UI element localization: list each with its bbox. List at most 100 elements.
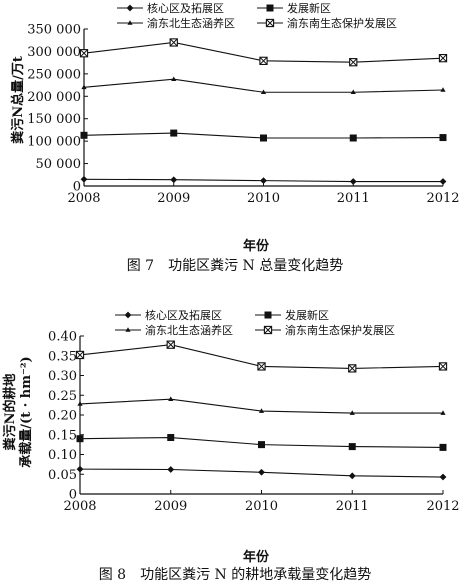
chart1-x-tick-label: 2009 [157, 191, 190, 206]
chart2-data-point [258, 468, 265, 476]
chart1-y-tick-label: 50 000 [36, 157, 82, 172]
chart2-data-point [258, 441, 265, 449]
chart1-data-point [260, 89, 267, 95]
chart2-x-tick-label: 2010 [245, 499, 278, 514]
chart1-legend-label: 渝东北生态涵养区 [147, 16, 235, 30]
chart1-data-point [439, 178, 447, 185]
chart2-legend-item: 渝东北生态涵养区 [115, 323, 233, 337]
chart2-data-point [439, 443, 447, 451]
chart2-data-point [168, 396, 174, 401]
chart1-data-point [259, 56, 268, 65]
chart2-x-tick-label: 2011 [336, 499, 369, 514]
chart1-data-point [80, 131, 88, 139]
chart1-data-point [349, 178, 357, 185]
chart2-x-tick-label: 2009 [154, 499, 187, 514]
chart1-x-tick-label: 2010 [247, 191, 280, 206]
chart1-legend-item: 发展新区 [257, 1, 331, 15]
chart1-series [80, 129, 447, 142]
chart2-data-point [76, 465, 84, 473]
chart1-y-tick-label: 0 [73, 180, 81, 195]
chart1-y-tick-label: 300 000 [27, 45, 81, 60]
chart2-legend-marker [124, 311, 132, 319]
chart2-legend-marker [264, 311, 272, 319]
chart2-x-tick-label: 2008 [63, 499, 96, 514]
chart2-y-tick-label: 0 [69, 488, 77, 503]
chart1-legend-label: 发展新区 [287, 1, 331, 15]
chart1-data-point [79, 49, 89, 58]
chart1-data-point [260, 134, 267, 142]
chart1-legend-marker [127, 20, 133, 25]
chart2-data-point [348, 443, 356, 451]
chart2-legend-item: 核心区及拓展区 [115, 308, 222, 322]
chart1-legend-marker [266, 4, 274, 12]
chart2-caption: 图 8 功能区粪污 N 的耕地承载量变化趋势 [99, 566, 372, 583]
chart1-y-tick-label: 150 000 [27, 112, 81, 127]
chart1-x-tick-label: 2011 [337, 191, 370, 206]
chart2-y-tick-label: 0.15 [48, 428, 77, 443]
chart2-data-point [167, 466, 175, 473]
chart1-legend-item: 渝东南生态保护发展区 [257, 16, 397, 30]
chart2-data-point [348, 364, 357, 373]
chart2-data-point [75, 350, 85, 360]
chart1-data-point [349, 58, 358, 67]
chart2: 年份 粪污N的耕地 承载量/(t · hm⁻²) 图 8 功能区粪污 N 的耕地… [2, 308, 460, 583]
chart1-data-point [80, 175, 88, 183]
chart1-data-point [171, 76, 177, 82]
chart2-y-tick-label: 0.05 [48, 468, 77, 483]
chart1-legend-item: 核心区及拓展区 [117, 1, 224, 15]
chart1-x-tick-label: 2012 [426, 191, 459, 206]
chart1-legend-marker [126, 4, 134, 12]
chart2-data-point [439, 473, 447, 481]
chart2-data-point [440, 410, 446, 415]
chart2-data-point [348, 472, 356, 480]
chart2-y-tick-label: 0.10 [48, 448, 77, 463]
chart2-xlabel: 年份 [243, 549, 270, 565]
chart1-y-tick-label: 200 000 [27, 90, 81, 105]
chart2-data-point [438, 362, 448, 371]
chart2-series [77, 396, 446, 415]
chart1-ylabel: 粪污N总量/万t [10, 56, 26, 144]
chart2-data-point [349, 410, 355, 415]
chart2-legend-marker [125, 327, 131, 332]
chart2-series [76, 465, 447, 481]
chart1-axes: 0 50 000 100 000 150 000 200 000 250 000 300 0… [27, 23, 459, 207]
chart2-series [76, 434, 447, 451]
chart2-data-point [257, 362, 266, 371]
chart1-series [80, 175, 447, 185]
chart1-data-point [349, 134, 357, 142]
chart1-data-point [438, 54, 448, 63]
chart2-data-point [166, 340, 175, 349]
chart2-data-point [258, 408, 265, 413]
chart1-data-point [440, 87, 446, 92]
chart1-legend-label: 核心区及拓展区 [147, 1, 224, 15]
chart2-data-point [76, 435, 84, 443]
chart1: 年份 粪污N总量/万t 图 7 功能区粪污 N 总量变化趋势 核心区及拓展区 发展… [10, 1, 460, 274]
chart2-series [75, 340, 448, 373]
chart2-legend-label: 渝东北生态涵养区 [145, 323, 233, 337]
chart1-caption: 图 7 功能区粪污 N 总量变化趋势 [127, 258, 344, 274]
chart1-data-point [170, 129, 178, 137]
chart2-y-tick-label: 0.40 [48, 330, 77, 345]
chart2-y-tick-label: 0.30 [48, 369, 77, 384]
chart2-data-point [167, 434, 175, 442]
chart2-ylabel-line2: 承载量/(t · hm⁻²) [18, 356, 34, 467]
chart2-y-tick-label: 0.35 [48, 349, 77, 364]
chart1-legend-label: 渝东南生态保护发展区 [287, 16, 397, 30]
chart2-legend-item: 渝东南生态保护发展区 [255, 323, 395, 337]
chart1-series [79, 38, 448, 67]
chart2-axes: 0 0.05 0.10 0.15 0.20 0.25 0.30 0.35 0.40 2008 200… [48, 330, 460, 515]
chart1-series [81, 76, 446, 95]
chart1-legend-marker [265, 18, 275, 28]
chart1-legend-item: 渝东北生态涵养区 [117, 16, 235, 30]
chart1-y-tick-label: 350 000 [27, 23, 81, 38]
chart1-xlabel: 年份 [243, 238, 270, 254]
chart2-legend-label: 发展新区 [285, 308, 329, 322]
chart2-y-tick-label: 0.20 [48, 409, 77, 424]
chart1-data-point [260, 177, 267, 185]
chart2-legend-marker [263, 325, 273, 335]
